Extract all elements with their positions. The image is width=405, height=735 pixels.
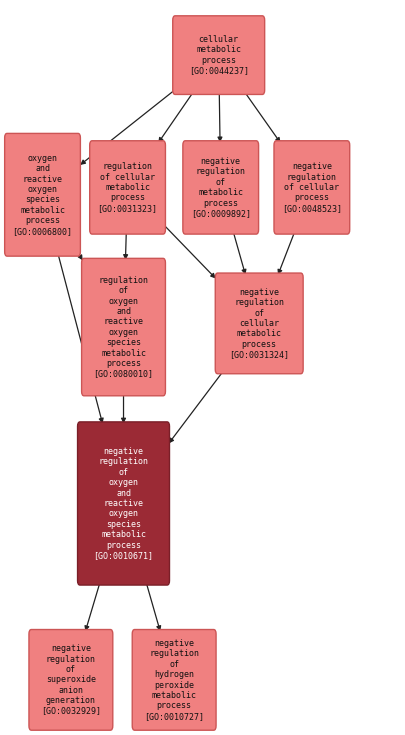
Text: negative
regulation
of
cellular
metabolic
process
[GO:0031324]: negative regulation of cellular metaboli… — [229, 287, 289, 359]
FancyBboxPatch shape — [5, 134, 80, 257]
FancyBboxPatch shape — [274, 141, 350, 234]
FancyBboxPatch shape — [132, 629, 216, 731]
Text: negative
regulation
of
oxygen
and
reactive
oxygen
species
metabolic
process
[GO:: negative regulation of oxygen and reacti… — [94, 447, 153, 560]
Text: negative
regulation
of cellular
process
[GO:0048523]: negative regulation of cellular process … — [282, 162, 342, 212]
Text: negative
regulation
of
superoxide
anion
generation
[GO:0032929]: negative regulation of superoxide anion … — [41, 644, 101, 716]
Text: regulation
of cellular
metabolic
process
[GO:0031323]: regulation of cellular metabolic process… — [98, 162, 158, 212]
FancyBboxPatch shape — [90, 141, 165, 234]
FancyBboxPatch shape — [215, 273, 303, 373]
FancyBboxPatch shape — [81, 259, 165, 395]
FancyBboxPatch shape — [183, 141, 259, 234]
Text: oxygen
and
reactive
oxygen
species
metabolic
process
[GO:0006800]: oxygen and reactive oxygen species metab… — [13, 154, 72, 236]
FancyBboxPatch shape — [29, 629, 113, 731]
Text: regulation
of
oxygen
and
reactive
oxygen
species
metabolic
process
[GO:0080010]: regulation of oxygen and reactive oxygen… — [94, 276, 153, 379]
FancyBboxPatch shape — [173, 16, 265, 95]
Text: negative
regulation
of
hydrogen
peroxide
metabolic
process
[GO:0010727]: negative regulation of hydrogen peroxide… — [144, 639, 204, 721]
Text: cellular
metabolic
process
[GO:0044237]: cellular metabolic process [GO:0044237] — [189, 35, 249, 75]
Text: negative
regulation
of
metabolic
process
[GO:0009892]: negative regulation of metabolic process… — [191, 157, 251, 218]
FancyBboxPatch shape — [78, 422, 169, 585]
